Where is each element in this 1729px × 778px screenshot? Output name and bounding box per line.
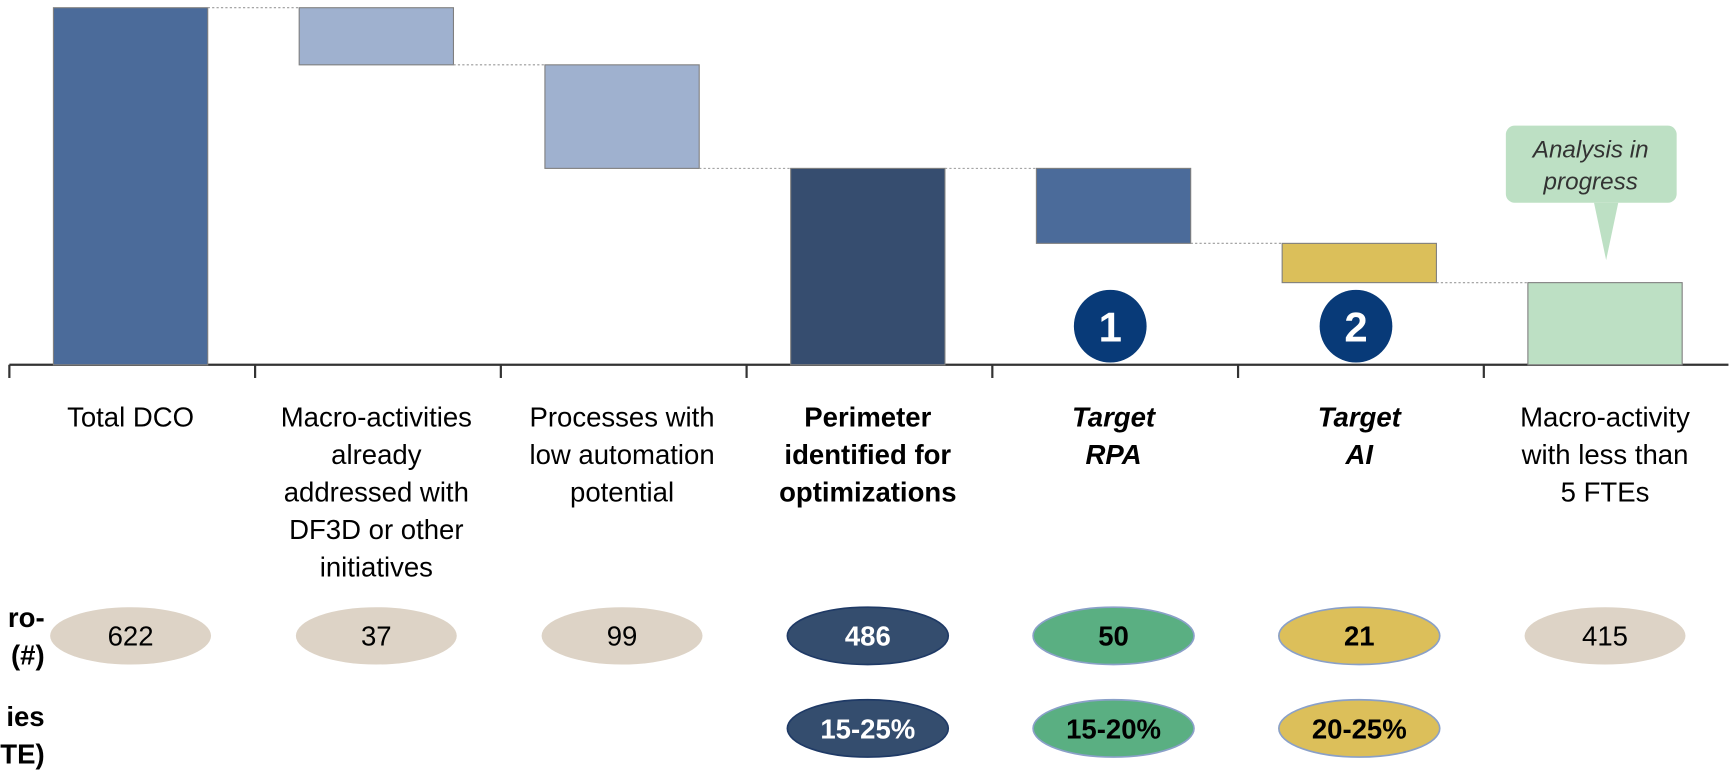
savings-label: 15-25% — [820, 713, 915, 744]
count-pill — [50, 607, 212, 665]
count-label: 486 — [845, 621, 891, 652]
row-label: ro-(#) — [8, 602, 45, 670]
bar — [1281, 242, 1437, 284]
bar — [52, 7, 209, 366]
count-label: 21 — [1344, 621, 1375, 652]
savings-pill — [1278, 698, 1441, 758]
savings-pill — [786, 698, 950, 758]
count-label: 415 — [1582, 621, 1628, 652]
count-pill — [1032, 606, 1195, 666]
row-label: ies TE) — [0, 701, 44, 769]
savings-label: 15-20% — [1066, 713, 1161, 744]
count-label: 50 — [1098, 621, 1129, 652]
category-label: Macro-activities already addressed with DF3… — [281, 401, 472, 582]
bar — [1527, 282, 1683, 366]
badge — [1319, 289, 1393, 363]
bar — [1035, 167, 1192, 244]
bar — [544, 64, 700, 169]
category-label: Processes with low automation potential — [529, 401, 714, 507]
bar — [790, 167, 946, 366]
callout-text: Analysis in progress — [1531, 137, 1649, 196]
count-label: 622 — [108, 621, 154, 652]
count-pill — [541, 607, 703, 665]
savings-label: 20-25% — [1312, 713, 1407, 744]
category-label: Target AI — [1318, 401, 1403, 469]
category-label: Macro-activity with less than 5 FTEs — [1520, 401, 1690, 507]
count-pill — [295, 607, 457, 665]
category-label: Perimeter identified for optimizations — [779, 401, 956, 507]
badge — [1073, 289, 1147, 363]
count-label: 99 — [607, 621, 638, 652]
count-pill — [1524, 607, 1686, 665]
count-pill — [786, 606, 950, 666]
savings-pill — [1032, 698, 1195, 758]
category-label: Target RPA — [1072, 401, 1157, 469]
count-pill — [1278, 606, 1441, 666]
count-label: 37 — [361, 621, 392, 652]
badge-label: 1 — [1099, 304, 1122, 351]
badge-label: 2 — [1344, 304, 1367, 351]
callout-pointer — [1594, 202, 1619, 261]
category-label: Total DCO — [67, 401, 194, 432]
callout-box — [1505, 125, 1677, 203]
bar — [298, 7, 455, 66]
